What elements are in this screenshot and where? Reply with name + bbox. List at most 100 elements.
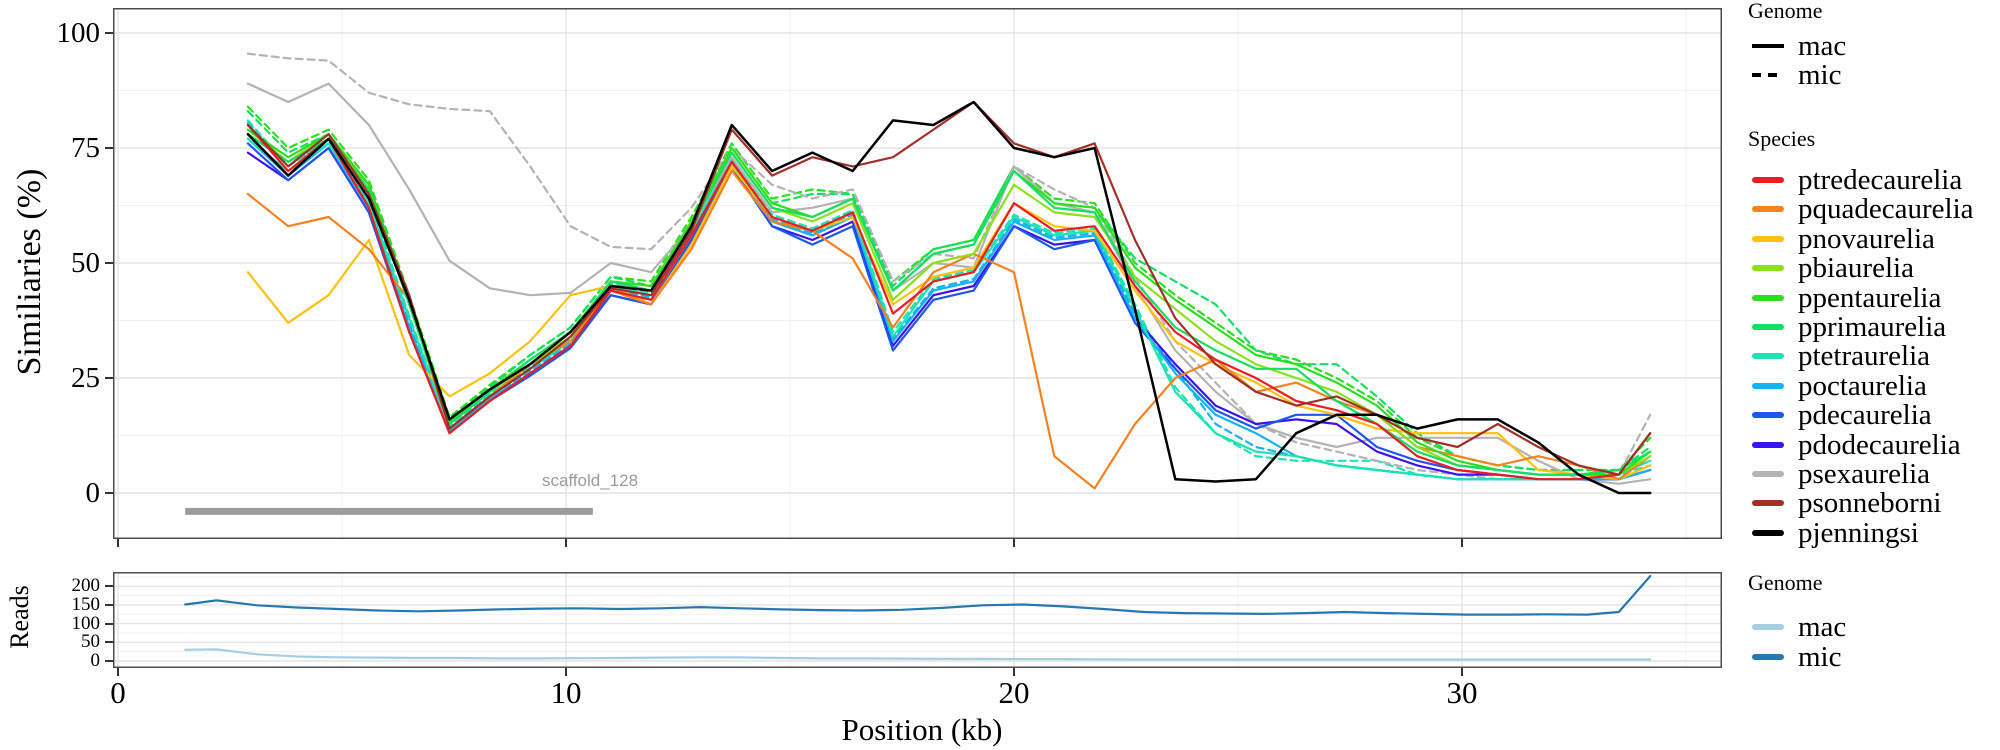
series-reads_mic	[184, 575, 1652, 616]
y-tick-reads	[105, 622, 113, 625]
x-tick-main	[565, 539, 567, 547]
legend-genome-mac-key-icon	[1752, 44, 1784, 48]
series-ptredecaurelia_mac	[246, 123, 1652, 481]
legend-species-pprimaurelia: pprimaurelia	[1752, 312, 1946, 342]
legend-species-pprimaurelia-key-icon	[1752, 324, 1784, 330]
legend-species-poctaurelia: poctaurelia	[1752, 371, 1927, 401]
legend-species-ppentaurelia-key-icon	[1752, 294, 1784, 301]
legend-reads-genome-mic-key-icon	[1752, 654, 1784, 660]
y-tick-reads	[105, 603, 113, 606]
series-psonneborni_mac	[246, 100, 1652, 476]
legend-title-genome-top: Genome	[1748, 0, 1823, 23]
series-pdodecaurelia_mac	[246, 146, 1652, 481]
x-tick-main	[1461, 539, 1463, 547]
legend-species-pnovaurelia-label: pnovaurelia	[1798, 222, 1935, 255]
series-pjenningsi_mac	[246, 100, 1652, 495]
y-axis-label-reads: Reads	[5, 585, 34, 649]
series-psexaurelia_mac	[246, 82, 1652, 485]
y-tick-label-main: 50	[71, 247, 100, 279]
legend-species-pdecaurelia: pdecaurelia	[1752, 400, 1932, 430]
scaffold-annotation-label: scaffold_128	[541, 471, 639, 490]
legend-species-pdecaurelia-label: pdecaurelia	[1798, 399, 1932, 432]
x-tick-main	[1013, 539, 1015, 547]
legend-reads-genome-mac-key-icon	[1752, 624, 1784, 630]
legend-species-pdodecaurelia-key-icon	[1752, 441, 1784, 448]
legend-species-ppentaurelia-label: ppentaurelia	[1798, 281, 1942, 314]
legend-genome-mic: mic	[1752, 60, 1842, 90]
x-tick-label: 10	[550, 675, 582, 710]
legend-species-psonneborni-label: psonneborni	[1798, 487, 1942, 520]
legend-species-pnovaurelia-key-icon	[1752, 235, 1784, 242]
x-tick-reads	[1013, 668, 1015, 676]
y-tick-reads	[105, 660, 113, 662]
y-tick-label-main: 25	[71, 362, 100, 394]
legend-species-pbiaurelia-label: pbiaurelia	[1798, 252, 1914, 285]
series-psexaurelia_mic	[246, 52, 1652, 481]
legend-title-species: Species	[1748, 126, 1816, 151]
x-tick-reads	[565, 668, 567, 676]
legend-species-poctaurelia-key-icon	[1752, 382, 1784, 389]
legend-species-ptetraurelia-label: ptetraurelia	[1798, 340, 1931, 373]
legend-species-pquadecaurelia: pquadecaurelia	[1752, 194, 1974, 224]
legend-species-ppentaurelia: ppentaurelia	[1752, 283, 1941, 313]
y-tick-reads	[105, 641, 113, 644]
legend-species-pdodecaurelia: pdodecaurelia	[1752, 430, 1961, 460]
legend-reads-genome-mac-label: mac	[1798, 611, 1847, 643]
y-tick-label-reads: 150	[71, 593, 101, 615]
legend-species-psexaurelia-key-icon	[1752, 471, 1784, 477]
series-reads_mac	[184, 648, 1652, 661]
legend-species-pjenningsi-key-icon	[1752, 529, 1784, 536]
scaffold-bar	[185, 507, 593, 515]
legend-species-pjenningsi: pjenningsi	[1752, 518, 1919, 548]
legend-species-pdodecaurelia-label: pdodecaurelia	[1798, 428, 1961, 461]
legend-species-psonneborni-key-icon	[1752, 500, 1784, 507]
legend-reads-genome-mic: mic	[1752, 642, 1842, 672]
y-tick-label-reads: 200	[71, 575, 101, 597]
legend-species-ptetraurelia: ptetraurelia	[1752, 341, 1930, 371]
y-tick-label-reads: 0	[90, 650, 101, 671]
legend-species-pquadecaurelia-label: pquadecaurelia	[1798, 193, 1974, 226]
y-tick-main	[105, 377, 113, 379]
legend-genome-mac-label: mac	[1798, 30, 1847, 62]
y-tick-reads	[105, 585, 113, 588]
legend-genome-mac: mac	[1752, 31, 1846, 61]
series-pprimaurelia_mac	[246, 133, 1652, 476]
series-pprimaurelia_mic	[246, 110, 1652, 472]
legend-species-pbiaurelia: pbiaurelia	[1752, 253, 1914, 283]
legend-title-genome-bottom: Genome	[1748, 570, 1823, 595]
series-pdecaurelia_mac	[246, 142, 1652, 481]
legend-species-pprimaurelia-label: pprimaurelia	[1798, 311, 1947, 343]
x-tick-main	[117, 539, 119, 547]
legend-reads-genome-mic-label: mic	[1798, 641, 1842, 673]
x-tick-reads	[1461, 668, 1463, 676]
legend-genome-mic-key-icon	[1752, 73, 1784, 77]
legend-species-pnovaurelia: pnovaurelia	[1752, 224, 1935, 254]
y-tick-main	[105, 262, 113, 264]
legend-species-ptredecaurelia: ptredecaurelia	[1752, 165, 1962, 195]
y-tick-main	[105, 32, 113, 34]
x-tick-label: 30	[1446, 675, 1478, 710]
legend-species-pdecaurelia-key-icon	[1752, 412, 1784, 419]
legend-species-pbiaurelia-key-icon	[1752, 265, 1784, 272]
x-tick-reads	[117, 668, 119, 676]
y-tick-label-main: 100	[56, 17, 101, 49]
x-tick-label: 0	[110, 675, 126, 710]
similarity-plot-panel	[113, 8, 1722, 539]
series-pnovaurelia_mac	[246, 165, 1652, 481]
y-tick-label-reads: 50	[81, 631, 100, 653]
series-ptetraurelia_mac	[246, 137, 1652, 481]
legend-species-psexaurelia-label: psexaurelia	[1798, 458, 1931, 490]
legend-species-ptredecaurelia-key-icon	[1752, 177, 1784, 183]
legend-species-pquadecaurelia-key-icon	[1752, 206, 1784, 213]
series-pquadecaurelia_mac	[246, 169, 1652, 490]
x-axis-label: Position (kb)	[841, 712, 1003, 747]
y-tick-label-main: 0	[85, 477, 101, 509]
y-tick-main	[105, 147, 113, 149]
legend-species-poctaurelia-label: poctaurelia	[1798, 369, 1927, 402]
legend-species-ptetraurelia-key-icon	[1752, 353, 1784, 360]
reads-plot-panel	[113, 572, 1722, 668]
legend-reads-genome-mac: mac	[1752, 612, 1846, 642]
y-tick-label-reads: 100	[71, 612, 101, 634]
y-tick-main	[105, 492, 113, 494]
